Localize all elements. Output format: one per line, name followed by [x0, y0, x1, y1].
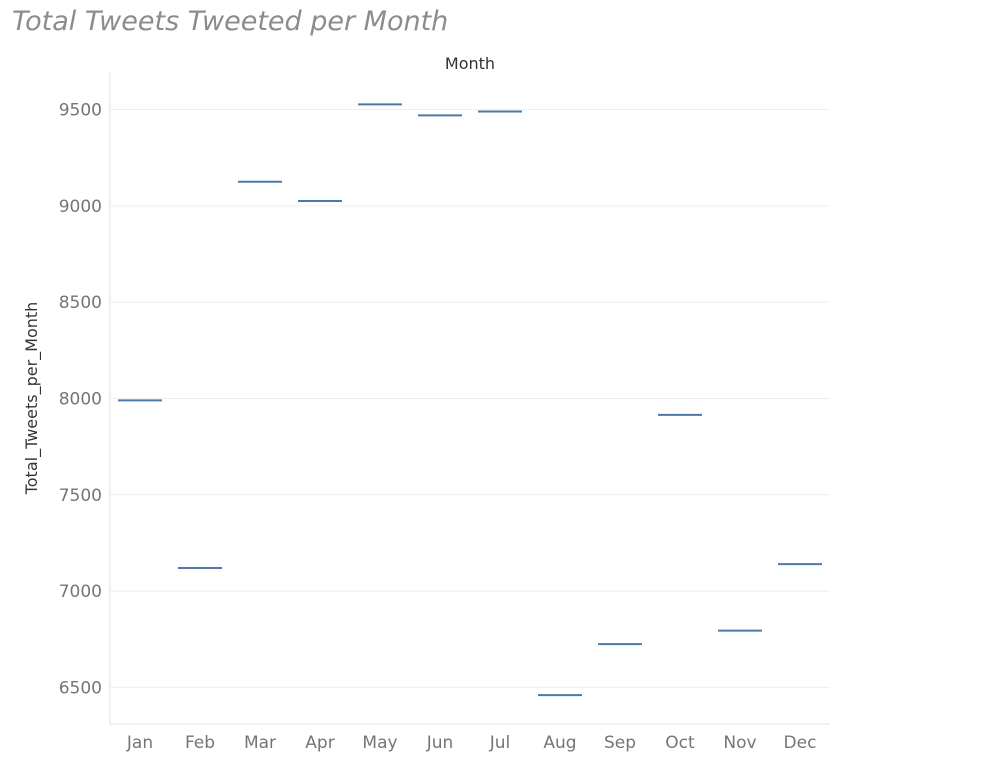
gridlines [110, 109, 830, 688]
x-tick-label: Sep [604, 733, 636, 753]
y-tick-label: 9500 [59, 101, 102, 121]
x-tick-label: Oct [665, 733, 695, 753]
y-tick-label: 8000 [59, 389, 102, 409]
y-axis-title: Total_Tweets_per_Month [22, 302, 42, 496]
y-tick-label: 8500 [59, 293, 102, 313]
x-tick-label: Jun [426, 733, 454, 753]
data-marks [118, 103, 822, 697]
x-tick-label: Jan [126, 733, 153, 753]
y-tick-label: 9000 [59, 197, 102, 217]
x-tick-label: Dec [784, 733, 817, 753]
x-tick-label: May [362, 733, 397, 753]
x-tick-labels: Jan Feb Mar Apr May Jun Jul Aug Sep Oct Nov Dec [126, 733, 817, 753]
x-tick-label: Aug [543, 733, 576, 753]
x-tick-label: Apr [305, 733, 334, 753]
y-tick-label: 7500 [59, 486, 102, 506]
x-tick-label: Jul [489, 733, 511, 753]
y-tick-label: 7000 [59, 582, 102, 602]
y-tick-label: 6500 [59, 678, 102, 698]
x-tick-label: Nov [723, 733, 756, 753]
chart-title: Total Tweets Tweeted per Month [12, 6, 449, 37]
x-tick-label: Feb [185, 733, 215, 753]
column-header: Month [445, 54, 495, 73]
y-tick-labels: 6500 7000 7500 8000 8500 9000 9500 [59, 101, 102, 699]
x-tick-label: Mar [244, 733, 276, 753]
